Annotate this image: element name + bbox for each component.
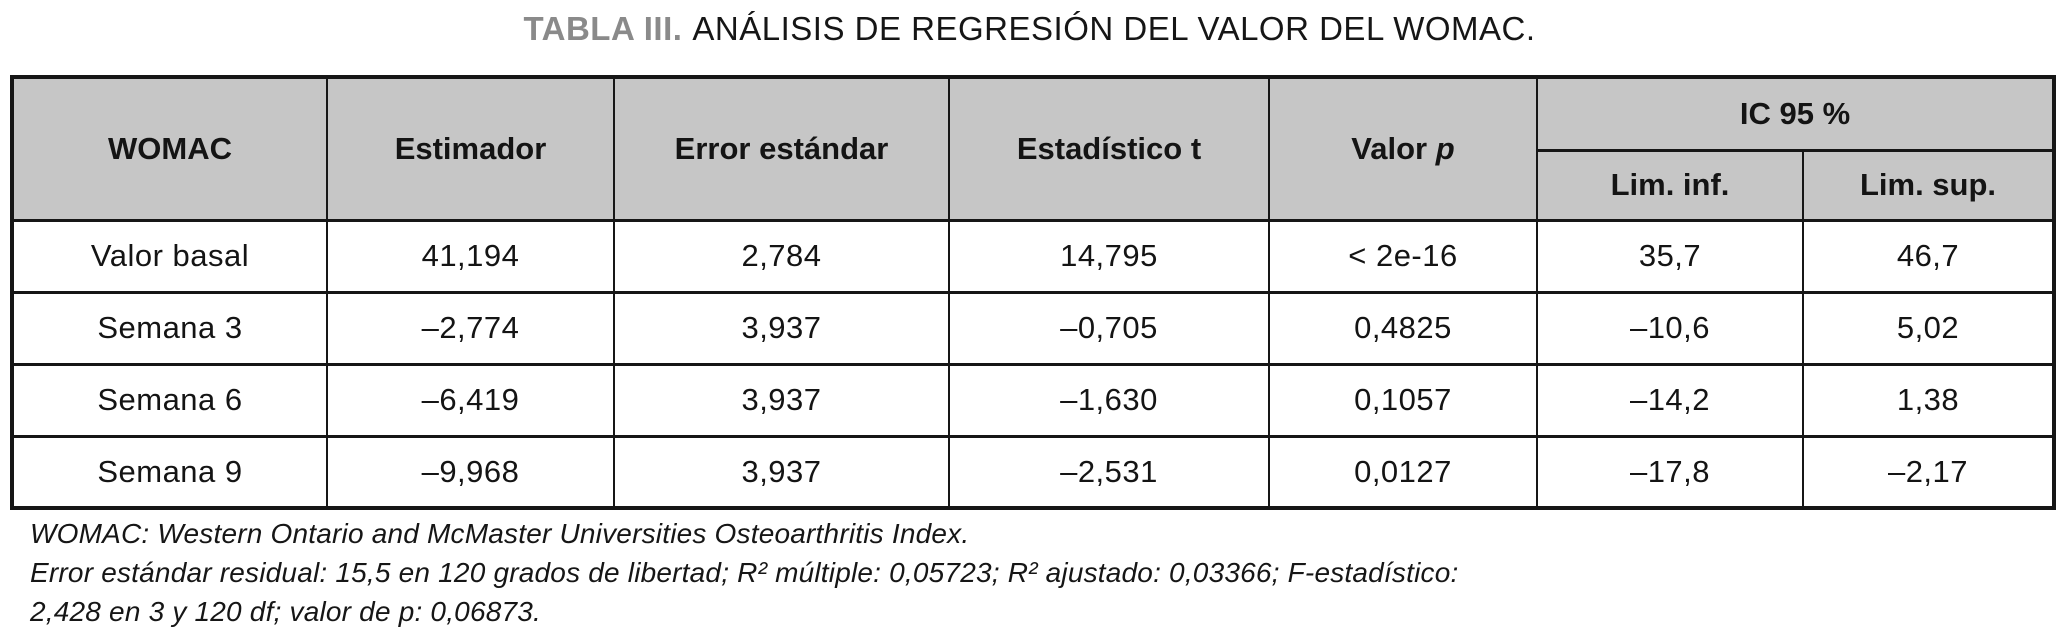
table-row-valor-basal: Valor basal 41,194 2,784 14,795 < 2e-16 …: [11, 218, 2055, 294]
row-label: Semana 6: [11, 362, 328, 438]
col-header-ic95: IC 95 %: [1536, 75, 2055, 152]
row-label: Semana 9: [11, 434, 328, 510]
col-header-lim-sup: Lim. sup.: [1802, 149, 2055, 222]
col-header-error-estandar: Error estándar: [613, 75, 950, 222]
cell-lim-sup: –2,17: [1802, 434, 2055, 510]
footnote-model-stats-line1: Error estándar residual: 15,5 en 120 gra…: [30, 557, 1459, 588]
valor-p-label: Valor: [1351, 130, 1428, 166]
cell-lim-sup: 5,02: [1802, 290, 2055, 366]
cell-estadistico-t: –0,705: [948, 290, 1270, 366]
cell-estadistico-t: –2,531: [948, 434, 1270, 510]
col-header-womac: WOMAC: [11, 75, 328, 222]
table-row-semana-3: Semana 3 –2,774 3,937 –0,705 0,4825 –10,…: [11, 290, 2055, 366]
table-body: Valor basal 41,194 2,784 14,795 < 2e-16 …: [11, 218, 2055, 510]
cell-estadistico-t: 14,795: [948, 218, 1270, 294]
footnote-womac-definition: WOMAC: Western Ontario and McMaster Univ…: [30, 518, 970, 549]
cell-lim-inf: 35,7: [1536, 218, 1804, 294]
cell-estimador: 41,194: [326, 218, 615, 294]
cell-lim-sup: 1,38: [1802, 362, 2055, 438]
cell-error-estandar: 3,937: [613, 434, 950, 510]
col-header-valor-p: Valor p: [1268, 75, 1538, 222]
table-row-semana-6: Semana 6 –6,419 3,937 –1,630 0,1057 –14,…: [11, 362, 2055, 438]
valor-p-symbol: p: [1435, 130, 1455, 166]
cell-lim-inf: –14,2: [1536, 362, 1804, 438]
cell-estimador: –9,968: [326, 434, 615, 510]
header-row-main: WOMAC Estimador Error estándar Estadísti…: [11, 75, 2055, 222]
footnote-model-stats-line2: 2,428 en 3 y 120 df; valor de p: 0,06873…: [30, 596, 542, 627]
header-row-sub: Lim. inf. Lim. sup.: [12, 149, 2055, 222]
row-label: Semana 3: [11, 290, 328, 366]
col-header-estadistico-t: Estadístico t: [948, 75, 1270, 222]
table-footnotes: WOMAC: Western Ontario and McMaster Univ…: [30, 514, 2030, 631]
cell-lim-inf: –10,6: [1536, 290, 1804, 366]
cell-estimador: –6,419: [326, 362, 615, 438]
cell-valor-p: 0,1057: [1268, 362, 1538, 438]
row-label: Valor basal: [11, 218, 328, 294]
cell-lim-sup: 46,7: [1802, 218, 2055, 294]
table-title-caption: ANÁLISIS DE REGRESIÓN DEL VALOR DEL WOMA…: [692, 10, 1536, 47]
cell-error-estandar: 3,937: [613, 362, 950, 438]
cell-estimador: –2,774: [326, 290, 615, 366]
cell-error-estandar: 3,937: [613, 290, 950, 366]
regression-table: WOMAC Estimador Error estándar Estadísti…: [10, 75, 2056, 510]
cell-valor-p: 0,0127: [1268, 434, 1538, 510]
col-header-lim-inf: Lim. inf.: [1536, 149, 1804, 222]
cell-valor-p: < 2e-16: [1268, 218, 1538, 294]
col-header-estimador: Estimador: [326, 75, 615, 222]
cell-error-estandar: 2,784: [613, 218, 950, 294]
table-title-number: TABLA III.: [523, 10, 683, 47]
table-header: WOMAC Estimador Error estándar Estadísti…: [11, 75, 2055, 222]
cell-lim-inf: –17,8: [1536, 434, 1804, 510]
cell-estadistico-t: –1,630: [948, 362, 1270, 438]
table-title: TABLA III. ANÁLISIS DE REGRESIÓN DEL VALO…: [0, 10, 2059, 48]
cell-valor-p: 0,4825: [1268, 290, 1538, 366]
table-row-semana-9: Semana 9 –9,968 3,937 –2,531 0,0127 –17,…: [11, 434, 2055, 510]
